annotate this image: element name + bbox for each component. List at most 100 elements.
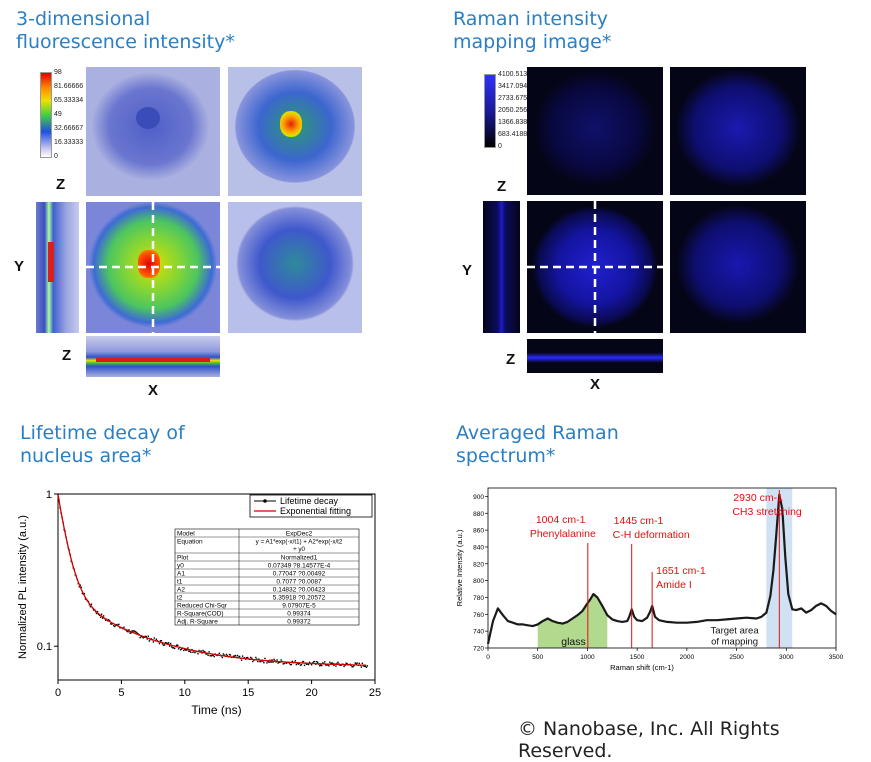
nucleus-bright — [280, 111, 302, 137]
raman-annotation-label-0-line1: 1004 cm-1 — [536, 514, 586, 526]
lifetime-data-point — [327, 664, 329, 666]
lifetime-data-point — [152, 641, 155, 643]
raman-axis-z-top: Z — [497, 178, 507, 195]
lifetime-data-point — [209, 654, 211, 657]
lifetime-data-point — [147, 635, 149, 637]
raman-target-label-line2: of mapping — [711, 637, 758, 648]
lifetime-x-tick-label-5: 25 — [369, 687, 381, 699]
raman-x-tick-label-4: 2000 — [680, 654, 695, 661]
lifetime-data-point — [310, 664, 313, 666]
raman-annotation-label-3-line2: CH3 stretching — [732, 506, 802, 518]
raman-axis-x: X — [590, 376, 601, 393]
lifetime-data-point — [90, 603, 93, 605]
lifetime-data-point — [262, 660, 264, 662]
lifetime-data-point — [346, 662, 348, 665]
lifetime-data-point — [218, 652, 220, 655]
lifetime-data-point — [243, 657, 246, 659]
lifetime-data-point — [336, 662, 338, 665]
lifetime-data-point — [161, 643, 164, 645]
lifetime-data-point — [352, 665, 354, 668]
lifetime-data-point — [212, 654, 214, 656]
lifetime-data-point — [159, 640, 162, 642]
lifetime-data-point — [277, 662, 279, 664]
lifetime-fit-table-key-9: R-Square(COD) — [177, 611, 224, 618]
lifetime-data-point — [132, 630, 134, 632]
lifetime-data-point — [101, 617, 104, 619]
lifetime-data-point — [144, 635, 146, 638]
lifetime-fit-table-value-7: 5.35918 ?0.20572 — [273, 595, 326, 602]
raman-y-tick-label-8: 880 — [473, 511, 484, 518]
raman-map-title: Raman intensity mapping image* — [453, 8, 611, 54]
lifetime-data-point — [184, 648, 186, 650]
raman-xy-top-image — [527, 67, 663, 195]
raman-colorbar-tick-0: 4100.513 — [498, 71, 528, 78]
lifetime-data-point — [99, 616, 102, 619]
fluorescence-colorbar-tick-5: 16.33333 — [54, 139, 84, 146]
lifetime-data-point — [315, 660, 318, 663]
lifetime-data-point — [365, 666, 368, 668]
lifetime-fit-table: Model ExpDec2 Equation y = A1*exp(-x/t1) + … — [174, 528, 360, 626]
fluorescence-colorbar-tick-4: 32.66667 — [54, 125, 84, 132]
lifetime-data-point — [136, 632, 138, 634]
lifetime-fit-table-key-7: t2 — [177, 595, 183, 602]
lifetime-data-point — [257, 660, 259, 663]
lifetime-data-point — [166, 642, 169, 645]
lifetime-data-point — [92, 609, 95, 611]
lifetime-x-tick-label-3: 15 — [242, 687, 254, 699]
lifetime-data-point — [326, 664, 328, 666]
lifetime-fit-table-key-8: Reduced Chi-Sqr — [177, 603, 228, 610]
lifetime-data-point — [238, 655, 241, 658]
xz-red-band — [96, 358, 210, 362]
raman-annotation-label-2-line2: Amide I — [656, 579, 692, 591]
lifetime-data-point — [269, 659, 271, 661]
raman-y-tick-label-7: 860 — [473, 528, 484, 535]
raman-annotation-label-1-line2: C-H deformation — [613, 529, 690, 541]
raman-colorbar-tick-3: 2050.256 — [498, 107, 528, 114]
lifetime-fit-table-value-1-cont: + y0 — [293, 546, 305, 553]
lifetime-legend-dot-decay — [263, 499, 267, 503]
lifetime-data-point — [172, 647, 175, 649]
fluorescence-colorbar-tick-3: 49 — [54, 111, 62, 118]
raman-axis-y: Y — [462, 262, 473, 279]
lifetime-data-point — [129, 632, 131, 634]
lifetime-fit-table-value-3: 0.07349 ?8.14577E-4 — [268, 563, 331, 570]
raman-crosshair — [527, 201, 663, 333]
lifetime-data-point — [322, 662, 324, 664]
lifetime-x-tick-label-1: 5 — [118, 687, 124, 699]
raman-xy-main-right-image — [670, 201, 806, 333]
lifetime-data-point — [229, 654, 232, 656]
lifetime-data-point — [361, 662, 364, 665]
raman-map-title-line1: Raman intensity — [453, 8, 609, 30]
lifetime-data-point — [167, 642, 170, 644]
lifetime-data-point — [153, 637, 156, 639]
lifetime-data-point — [83, 592, 86, 595]
lifetime-data-point — [313, 660, 316, 663]
fluorescence-axis-z-bottom: Z — [62, 347, 72, 364]
lifetime-decay-chart: 0 5 10 15 20 25 1 0.1 Time (ns) Normalized PL int… — [17, 489, 381, 717]
lifetime-data-point — [324, 661, 326, 663]
raman-y-tick-label-5: 820 — [473, 561, 484, 568]
lifetime-fit-line — [57, 494, 367, 666]
lifetime-data-point — [180, 649, 182, 651]
lifetime-data-point — [210, 655, 212, 657]
raman-y-axis-label: Relative Intensity (a.u.) — [455, 529, 464, 606]
fluorescence-title-line1: 3-dimensional — [16, 8, 151, 30]
fluorescence-xz-image — [86, 336, 220, 377]
raman-colorbar-tick-6: 0 — [498, 143, 502, 150]
raman-annotation-label-1-line1: 1445 cm-1 — [614, 515, 664, 527]
lifetime-data-point — [228, 653, 231, 656]
lifetime-data-point — [363, 665, 366, 668]
lifetime-data-point — [289, 663, 291, 666]
lifetime-data-point — [165, 642, 168, 644]
raman-x-tick-label-6: 3000 — [779, 654, 794, 661]
raman-x-tick-label-7: 3500 — [829, 654, 844, 661]
raman-x-tick-label-3: 1500 — [630, 654, 645, 661]
raman-annotation-label-2-line1: 1651 cm-1 — [656, 565, 706, 577]
lifetime-data-point — [282, 663, 284, 665]
raman-axis-z-bottom: Z — [506, 351, 516, 368]
lifetime-data-point — [158, 642, 161, 645]
lifetime-data-point — [135, 631, 137, 633]
fluorescence-colorbar-tick-6: 0 — [54, 153, 58, 160]
raman-xy-top-right-image — [670, 67, 806, 195]
raman-spectrum-line — [486, 493, 837, 645]
